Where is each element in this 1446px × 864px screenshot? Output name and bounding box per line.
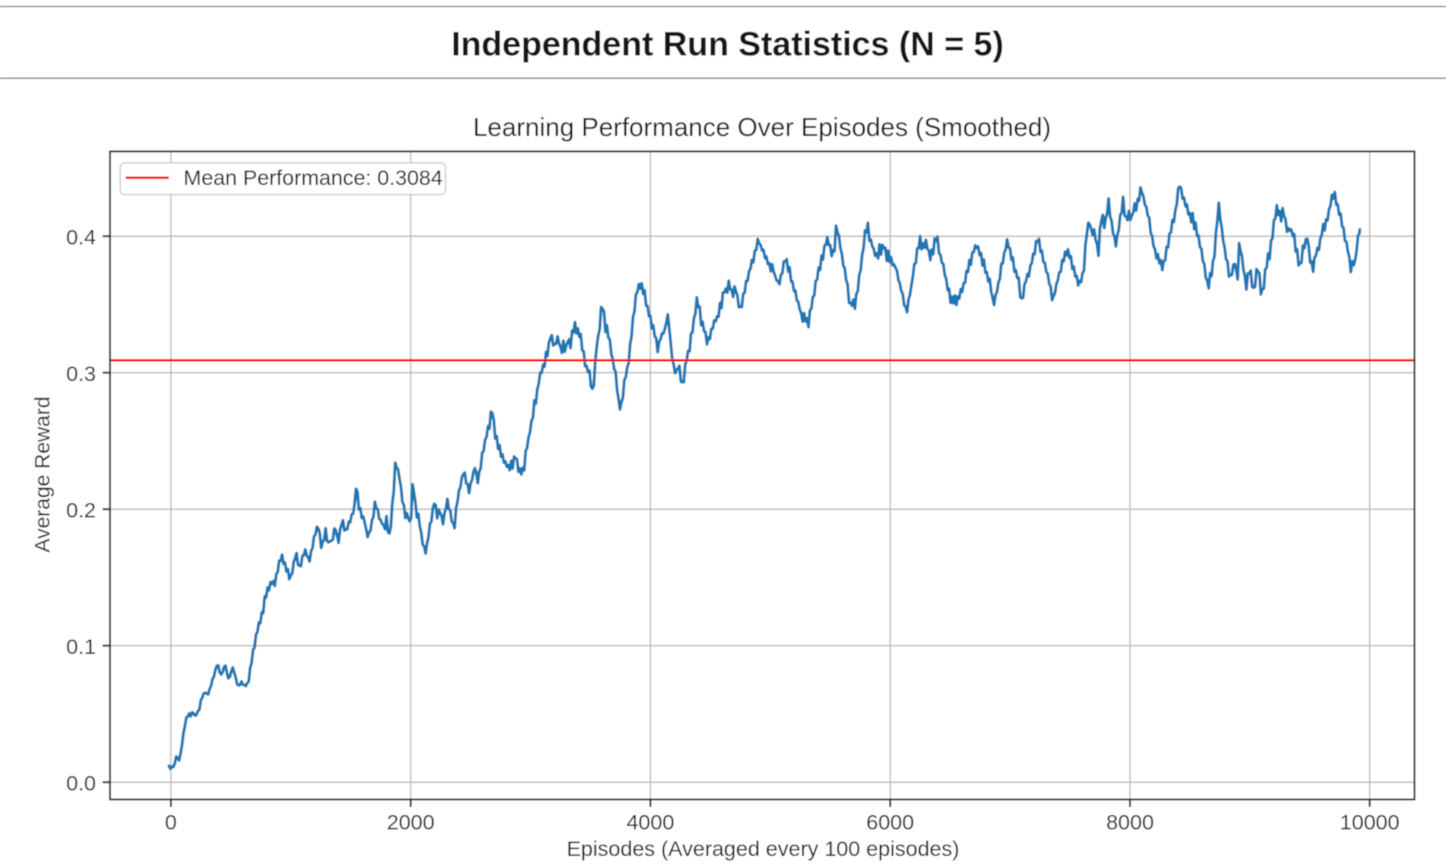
svg-text:Episodes (Averaged every 100 e: Episodes (Averaged every 100 episodes) bbox=[567, 837, 960, 861]
svg-text:4000: 4000 bbox=[626, 810, 674, 834]
svg-text:10000: 10000 bbox=[1340, 810, 1400, 834]
svg-text:0.4: 0.4 bbox=[66, 226, 96, 250]
svg-text:0.3: 0.3 bbox=[66, 362, 96, 386]
svg-text:0.1: 0.1 bbox=[66, 635, 96, 659]
svg-text:Average Reward: Average Reward bbox=[32, 396, 55, 552]
svg-text:6000: 6000 bbox=[866, 810, 914, 834]
svg-text:2000: 2000 bbox=[387, 810, 435, 834]
svg-text:8000: 8000 bbox=[1106, 810, 1154, 834]
svg-text:0.0: 0.0 bbox=[66, 772, 96, 796]
svg-text:0.2: 0.2 bbox=[66, 499, 96, 523]
svg-text:0: 0 bbox=[165, 810, 177, 834]
svg-text:Independent Run Statistics (N: Independent Run Statistics (N = 5) bbox=[451, 26, 1004, 64]
svg-text:Mean Performance: 0.3084: Mean Performance: 0.3084 bbox=[184, 166, 443, 190]
svg-text:Learning Performance Over Epis: Learning Performance Over Episodes (Smoo… bbox=[473, 112, 1051, 142]
